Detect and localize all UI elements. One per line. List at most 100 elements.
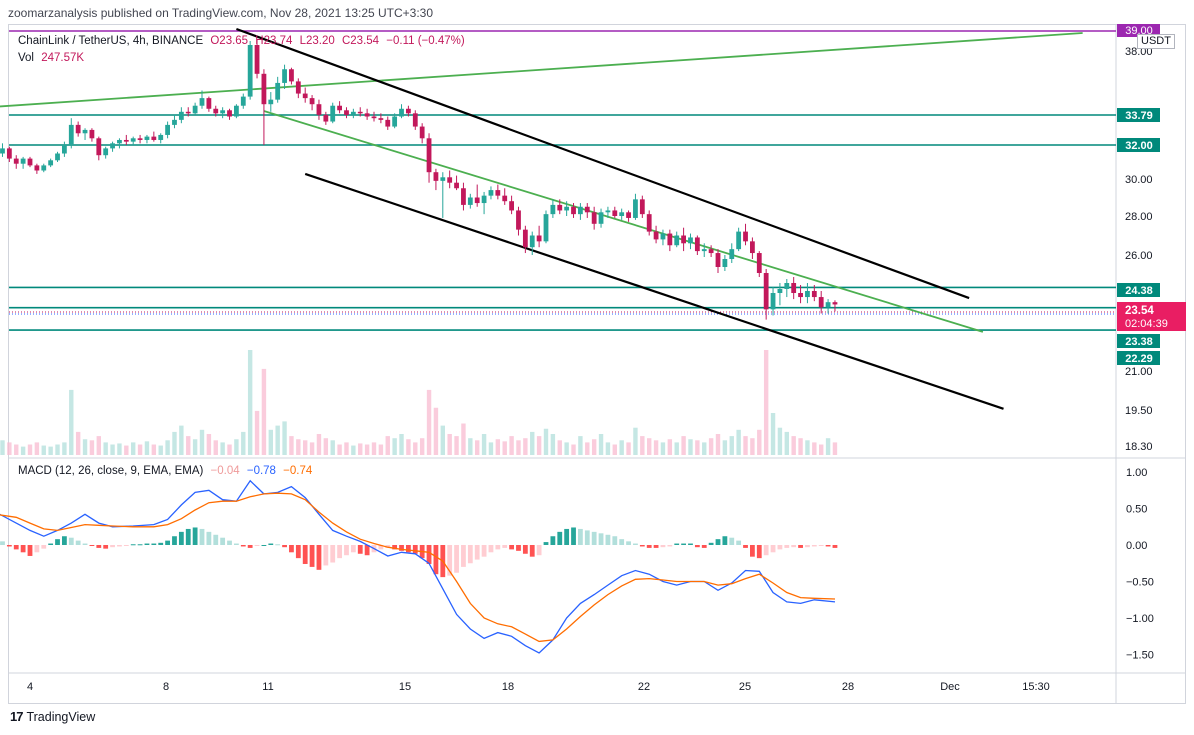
macd-histogram-bar bbox=[323, 545, 329, 566]
volume-bar bbox=[805, 440, 810, 455]
volume-bar bbox=[715, 434, 721, 455]
level-badge: 33.79 bbox=[1117, 108, 1160, 122]
time-tick-label: Dec bbox=[940, 681, 960, 693]
macd-histogram-bar bbox=[27, 545, 33, 556]
candle-body bbox=[825, 302, 831, 308]
candle-body bbox=[82, 129, 88, 134]
macd-histogram-bar bbox=[178, 531, 184, 545]
candle-body bbox=[350, 111, 356, 115]
macd-histogram-bar bbox=[674, 543, 680, 545]
candle-body bbox=[227, 110, 232, 117]
volume-bar bbox=[82, 439, 88, 455]
macd-histogram-bar bbox=[612, 536, 618, 545]
candle-body bbox=[213, 108, 219, 114]
candle-body bbox=[729, 249, 735, 259]
level-badge-bg bbox=[1117, 283, 1160, 297]
volume-bar bbox=[557, 440, 562, 455]
candle-body bbox=[282, 69, 287, 83]
volume-bar bbox=[440, 425, 445, 455]
candle-body bbox=[27, 158, 33, 166]
volume-bar bbox=[254, 410, 260, 455]
volume-bar bbox=[378, 444, 384, 455]
candle-body bbox=[178, 111, 184, 120]
candle-body bbox=[694, 237, 700, 252]
macd-histogram-bar bbox=[151, 543, 157, 545]
candle-body bbox=[536, 235, 542, 242]
volume-bar bbox=[385, 436, 390, 455]
macd-histogram-bar bbox=[626, 541, 631, 545]
candle-body bbox=[378, 118, 384, 120]
last-price-label: 23.54 bbox=[1125, 305, 1154, 317]
macd-histogram-bar bbox=[0, 541, 5, 545]
volume-bar bbox=[763, 350, 769, 455]
candle-body bbox=[344, 110, 349, 115]
candle-body bbox=[13, 158, 19, 164]
candle-body bbox=[467, 197, 473, 205]
candle-body bbox=[461, 188, 466, 205]
volume-bar bbox=[495, 439, 501, 455]
volume-layer bbox=[0, 350, 838, 455]
vol-label: Vol bbox=[18, 52, 34, 64]
candle-body bbox=[268, 99, 274, 105]
macd-histogram-bar bbox=[784, 545, 790, 548]
level-badge: 32.00 bbox=[1117, 138, 1160, 152]
candle-body bbox=[172, 119, 177, 125]
macd-histogram-bar bbox=[516, 545, 521, 551]
footer-brand[interactable]: TradingView bbox=[26, 709, 96, 724]
volume-bar bbox=[757, 429, 762, 455]
time-tick-label: 15:30 bbox=[1022, 681, 1050, 693]
price-tick-label: 30.00 bbox=[1125, 174, 1153, 186]
countdown-label: 02:04:39 bbox=[1125, 318, 1168, 330]
volume-bar bbox=[722, 440, 728, 455]
candle-body bbox=[619, 212, 625, 216]
macd-histogram-bar bbox=[48, 543, 54, 545]
macd-histogram-bar bbox=[110, 545, 115, 548]
volume-bar bbox=[199, 429, 205, 455]
macd-histogram-bar bbox=[385, 545, 391, 548]
volume-bar bbox=[62, 442, 67, 455]
candle-body bbox=[701, 249, 707, 252]
macd-histogram-bar bbox=[433, 545, 439, 575]
macd-histogram-bar bbox=[825, 545, 831, 547]
macd-histogram-bar bbox=[550, 536, 556, 545]
macd-histogram-bar bbox=[55, 539, 60, 545]
trendlines-layer bbox=[0, 27, 1083, 410]
macd-tick-label: 0.00 bbox=[1126, 540, 1147, 552]
candle-body bbox=[791, 283, 797, 293]
candle-body bbox=[158, 134, 164, 140]
macd-histogram-bar bbox=[137, 544, 143, 546]
volume-bar bbox=[688, 439, 693, 455]
candle-body bbox=[578, 206, 583, 215]
volume-bar bbox=[227, 444, 232, 455]
candle-body bbox=[412, 113, 418, 127]
macd-histogram-bar bbox=[571, 527, 576, 545]
level-badge-label: 24.38 bbox=[1125, 285, 1153, 297]
volume-bar bbox=[667, 439, 673, 455]
trend-line-black-upper bbox=[236, 27, 970, 300]
candle-body bbox=[392, 116, 398, 127]
macd-histogram-bar bbox=[117, 545, 122, 547]
volume-bar bbox=[633, 427, 638, 455]
volume-bar bbox=[351, 445, 356, 455]
candle-body bbox=[488, 190, 494, 196]
candle-body bbox=[0, 148, 5, 154]
volume-bar bbox=[213, 440, 218, 455]
volume-bar bbox=[330, 440, 335, 455]
open-value: O23.65 bbox=[210, 35, 249, 47]
candle-body bbox=[495, 190, 501, 196]
candle-body bbox=[123, 139, 129, 142]
candle-body bbox=[743, 231, 748, 242]
macd-series-signal bbox=[0, 492, 836, 643]
currency-unit-badge[interactable]: USDT bbox=[1137, 34, 1175, 49]
time-tick-label: 11 bbox=[262, 681, 273, 693]
publisher-line: zoomarzanalysis published on TradingView… bbox=[8, 6, 434, 20]
macd-histogram-bar bbox=[13, 545, 19, 550]
macd-histogram-bar bbox=[694, 545, 700, 548]
volume-bar bbox=[770, 413, 776, 455]
macd-histogram-bar bbox=[639, 545, 645, 547]
volume-bar bbox=[103, 442, 108, 455]
volume-bar bbox=[729, 436, 734, 455]
candle-body bbox=[364, 113, 370, 117]
candle-body bbox=[165, 124, 170, 135]
